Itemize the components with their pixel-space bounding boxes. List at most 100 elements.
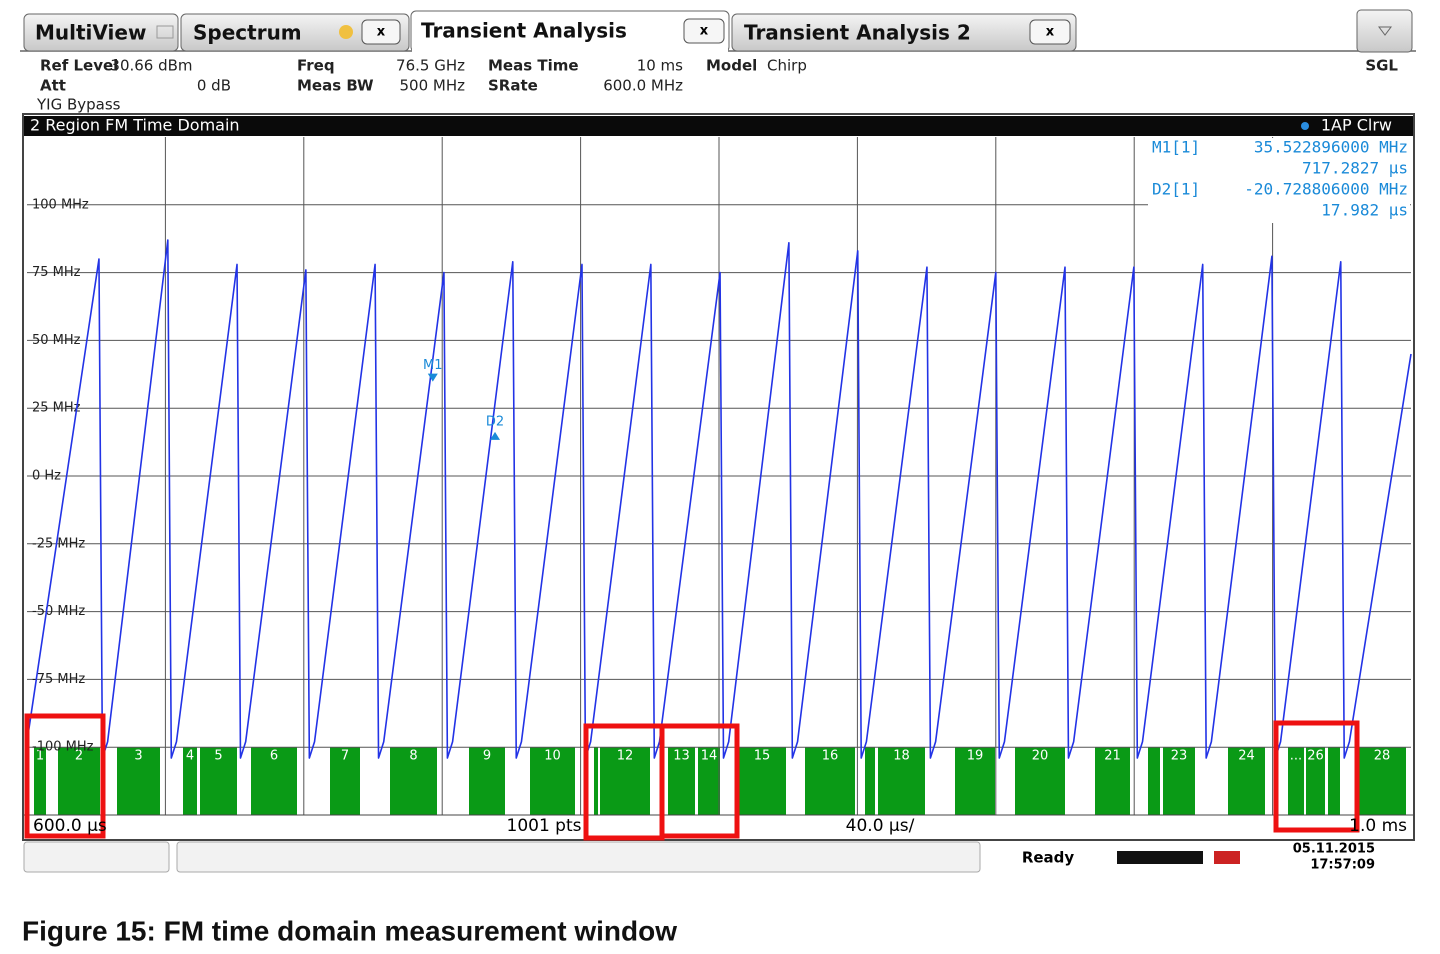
region-label: ... <box>1290 749 1302 764</box>
x-tick-label: 1.0 ms <box>1349 816 1407 836</box>
setting-label: Ref Level <box>40 57 118 75</box>
marker-name: D2[1] <box>1152 180 1200 199</box>
points-label: 1001 pts <box>507 816 582 836</box>
region-band <box>58 747 100 815</box>
region-band <box>200 747 237 815</box>
progress-icon <box>1117 851 1240 864</box>
marker-x: 717.2827 µs <box>1302 159 1408 178</box>
region-label: 21 <box>1104 749 1121 764</box>
marker-table: M1[1] 35.522896000 MHz 717.2827 µs D2[1] -20… <box>1148 138 1410 223</box>
close-button[interactable] <box>361 19 401 45</box>
region-label: 12 <box>617 749 634 764</box>
status-state: Ready <box>1022 849 1075 867</box>
region-band <box>1095 747 1130 815</box>
tab-icon <box>339 25 353 39</box>
marker-table-bg <box>1148 138 1410 223</box>
x-tick-label: 600.0 µs <box>33 816 107 836</box>
setting-label: Meas BW <box>297 77 374 95</box>
region-band <box>1306 747 1325 815</box>
region-band <box>698 747 720 815</box>
region-label: 7 <box>341 749 349 764</box>
message-bar <box>176 841 981 873</box>
region-label: 15 <box>754 749 771 764</box>
region-band <box>1148 747 1160 815</box>
region-label: 9 <box>483 749 491 764</box>
softkey[interactable] <box>23 841 170 873</box>
region-band <box>390 747 437 815</box>
y-tick-label: -100 MHz <box>32 740 94 755</box>
y-tick-label: 100 MHz <box>32 197 89 212</box>
plot-title-bar <box>24 116 1413 136</box>
region-label: 8 <box>409 749 417 764</box>
tab[interactable] <box>180 13 410 52</box>
region-band <box>805 747 855 815</box>
region-band <box>668 747 695 815</box>
region-band <box>878 747 925 815</box>
region-label: 5 <box>214 749 222 764</box>
tab-title[interactable]: Spectrum <box>193 21 302 45</box>
region-band <box>1163 747 1195 815</box>
tab-join <box>412 48 728 54</box>
y-tick-label: -50 MHz <box>32 604 85 619</box>
tab-icon <box>156 25 174 39</box>
tab-title[interactable]: Transient Analysis 2 <box>744 21 971 45</box>
setting-value: 76.5 GHz <box>396 57 465 75</box>
region-label: 3 <box>134 749 142 764</box>
marker-symbol <box>490 431 501 440</box>
setting-value: -30.66 dBm <box>105 57 193 75</box>
setting-label: Meas Time <box>488 57 579 75</box>
plot-title: 2 Region FM Time Domain <box>30 116 240 135</box>
marker-y: -20.728806000 MHz <box>1244 180 1408 199</box>
region-band <box>117 747 160 815</box>
menu-button[interactable] <box>1356 9 1413 53</box>
region-band <box>1358 747 1406 815</box>
region-band <box>1328 747 1340 815</box>
marker-label: D2 <box>486 414 504 429</box>
setting-label: SRate <box>488 77 538 95</box>
region-label: 24 <box>1238 749 1255 764</box>
status-date: 05.11.2015 <box>1293 842 1375 857</box>
marker-name: M1[1] <box>1152 138 1200 157</box>
setting-value: 500 MHz <box>400 77 466 95</box>
region-label: 19 <box>967 749 984 764</box>
region-label: 4 <box>186 749 194 764</box>
region-band <box>738 747 786 815</box>
close-button[interactable] <box>683 18 725 44</box>
tab[interactable] <box>23 13 179 52</box>
menu-icon <box>1378 26 1392 36</box>
region-label: 14 <box>701 749 718 764</box>
y-tick-label: 75 MHz <box>32 265 81 280</box>
setting-value: YIG Bypass <box>36 96 121 114</box>
close-label[interactable]: x <box>377 25 386 40</box>
y-tick-label: 50 MHz <box>32 333 81 348</box>
sweep-mode: SGL <box>1365 57 1398 75</box>
region-band <box>34 747 46 815</box>
region-label: 6 <box>270 749 278 764</box>
region-band <box>1015 747 1065 815</box>
region-label: 10 <box>544 749 561 764</box>
tab-title[interactable]: Transient Analysis <box>421 19 627 43</box>
close-label[interactable]: x <box>700 24 709 39</box>
marker-x: 17.982 µs <box>1321 201 1408 220</box>
region-band <box>955 747 995 815</box>
setting-value: 10 ms <box>637 57 683 75</box>
tab[interactable] <box>731 13 1077 52</box>
trace-dot <box>1301 122 1309 130</box>
setting-label: Att <box>40 77 66 95</box>
status-time: 17:57:09 <box>1310 858 1375 873</box>
region-band <box>251 747 297 815</box>
region-band <box>600 747 650 815</box>
close-label[interactable]: x <box>1046 25 1055 40</box>
x-div-label: 40.0 µs/ <box>846 816 915 836</box>
region-band <box>330 747 360 815</box>
region-band <box>1228 747 1265 815</box>
region-label: 18 <box>893 749 910 764</box>
setting-value: 600.0 MHz <box>603 77 683 95</box>
trace <box>26 239 1412 759</box>
region-label: 26 <box>1307 749 1324 764</box>
close-button[interactable] <box>1029 19 1071 45</box>
tab-title[interactable]: MultiView <box>35 21 146 45</box>
region-label: 28 <box>1374 749 1391 764</box>
setting-value: 0 dB <box>197 77 231 95</box>
region-label: 20 <box>1032 749 1049 764</box>
